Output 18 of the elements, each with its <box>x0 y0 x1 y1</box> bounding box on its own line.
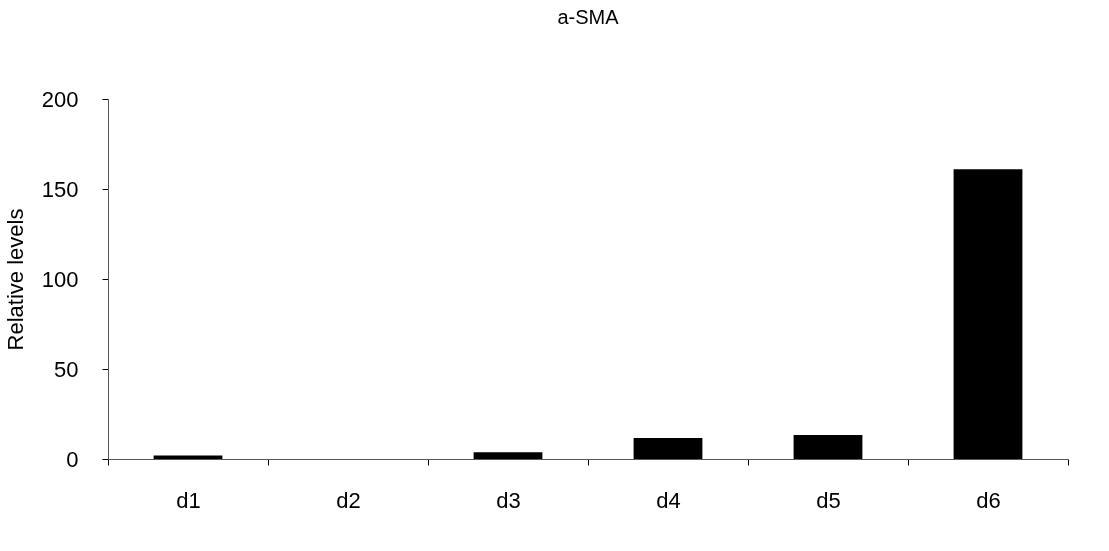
y-tick-label: 100 <box>41 266 79 292</box>
x-tick-label: d2 <box>336 487 361 513</box>
y-tick-label: 150 <box>41 176 79 202</box>
x-tick-label: d1 <box>176 487 201 513</box>
y-axis-title: Relative levels <box>2 208 28 351</box>
y-tick-label: 0 <box>66 446 79 472</box>
x-tick-label: d4 <box>656 487 681 513</box>
x-tick-label: d3 <box>496 487 521 513</box>
bar <box>473 452 543 459</box>
bar <box>153 455 223 459</box>
bar <box>633 437 703 459</box>
y-tick-label: 50 <box>54 356 79 382</box>
y-tick-label: 200 <box>41 86 79 112</box>
bar <box>953 169 1023 459</box>
bar <box>793 435 863 459</box>
x-tick-label: d6 <box>976 487 1001 513</box>
x-tick-label: d5 <box>816 487 841 513</box>
chart-title: a-SMA <box>557 6 620 28</box>
